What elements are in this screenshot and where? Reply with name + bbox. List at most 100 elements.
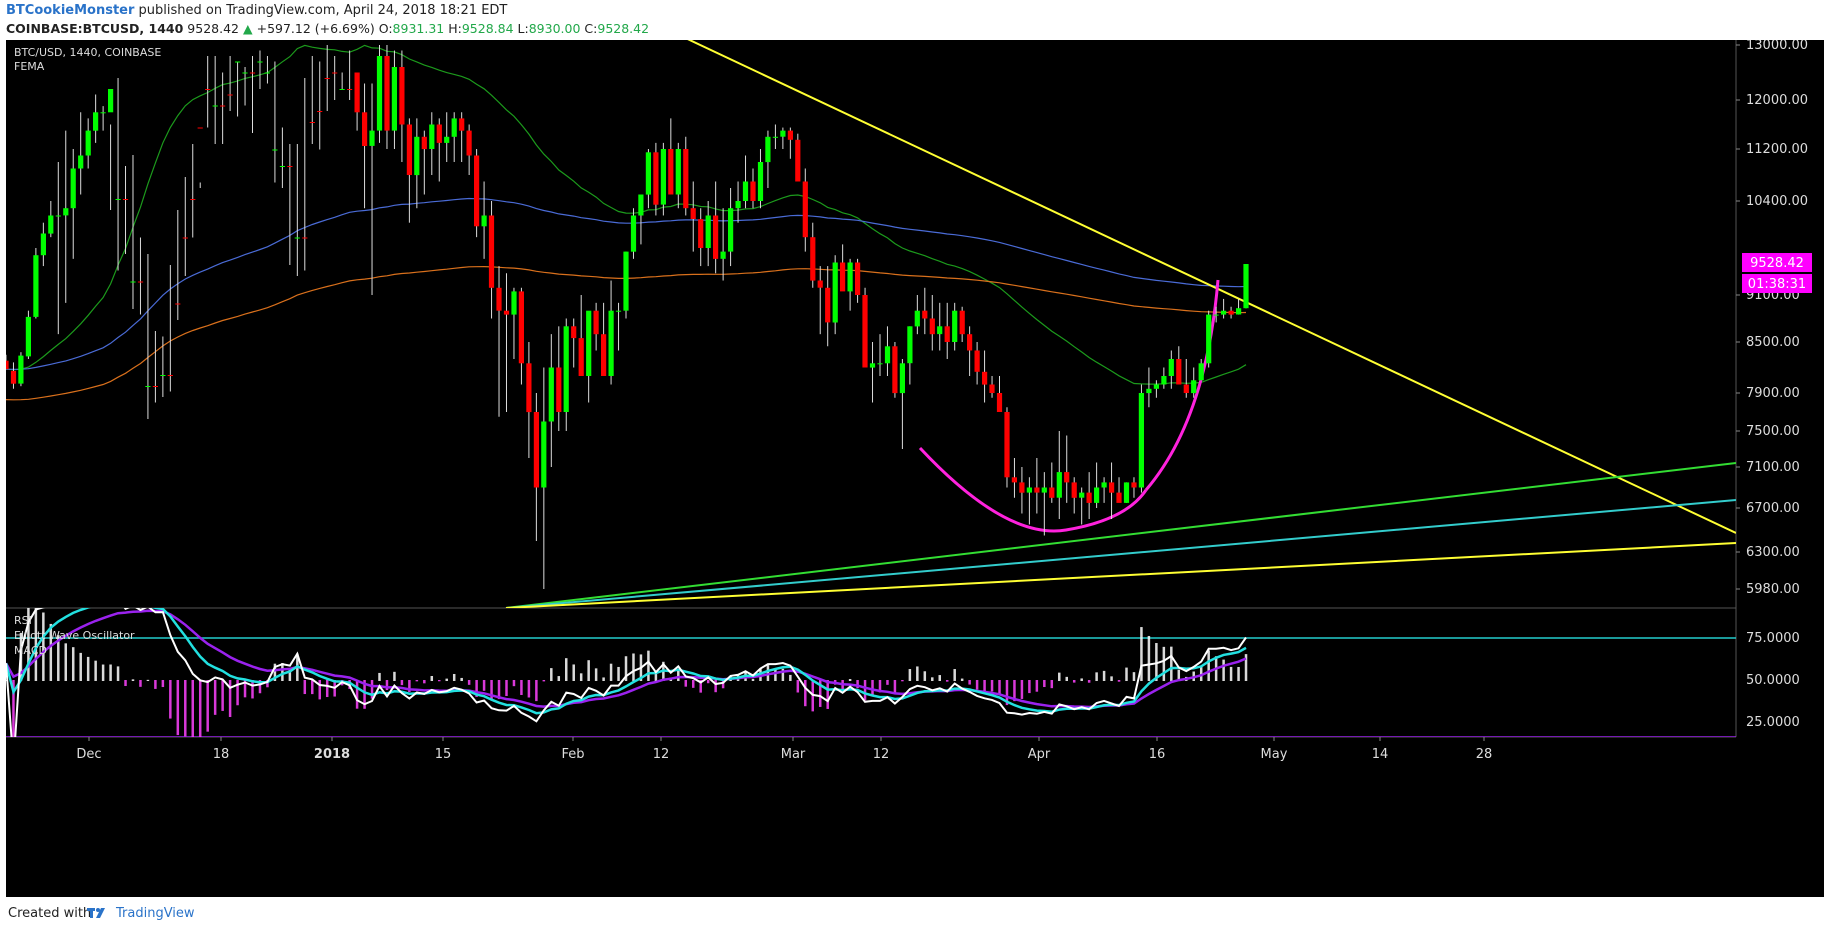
candle-body — [660, 149, 666, 205]
candle-body — [1228, 310, 1234, 315]
candle-body — [556, 367, 562, 412]
price-tick-label: 7100.00 — [1746, 460, 1800, 475]
candle-body — [1161, 376, 1167, 385]
price-tick-label: 10400.00 — [1746, 194, 1808, 209]
candle-body — [302, 237, 308, 239]
macd-signal-line — [6, 609, 1247, 709]
candle-body — [1094, 487, 1100, 503]
candle-body — [847, 262, 853, 292]
candle-body — [795, 139, 801, 182]
candle-body — [593, 310, 599, 335]
candle-body — [623, 251, 629, 311]
ohlc-l-value: 8930.00 — [528, 21, 581, 36]
candle-body — [235, 61, 241, 63]
tradingview-logo-icon[interactable] — [86, 905, 108, 921]
candle-body — [862, 295, 868, 368]
candle-body — [220, 105, 226, 107]
candle-body — [937, 326, 943, 335]
candle-body — [1011, 477, 1017, 483]
candle-body — [541, 421, 547, 488]
candle-body — [339, 89, 345, 90]
candle-body — [907, 326, 913, 364]
chart-area[interactable]: 13000.00 12000.00 11200.00 10400.00 9100.00 8… — [6, 38, 1824, 897]
candle-body — [197, 127, 203, 129]
candle-body — [324, 78, 330, 79]
candle-body — [451, 118, 457, 137]
candle-body — [78, 155, 84, 169]
candle-body — [85, 130, 91, 156]
candle-body — [63, 208, 69, 216]
candle-body — [787, 130, 793, 140]
ohlc-o-label: O: — [378, 21, 393, 36]
legend-rsi: RSI — [14, 614, 32, 627]
candle-body — [1019, 482, 1025, 493]
legend-fema: FEMA — [14, 60, 45, 73]
candle-body — [175, 303, 181, 305]
candle-body — [802, 181, 808, 238]
candle-body — [1116, 492, 1122, 503]
candle-body — [735, 201, 741, 209]
candle-body — [638, 194, 644, 216]
candle-body — [145, 386, 151, 387]
candle-body — [167, 375, 173, 376]
candle-body — [6, 360, 9, 370]
candle-body — [1071, 482, 1077, 498]
candle-body — [720, 251, 726, 259]
price-tick-label: 6300.00 — [1746, 545, 1800, 560]
candle-body — [1198, 363, 1204, 381]
candle-body — [1146, 388, 1152, 394]
candle-body — [48, 215, 54, 234]
candle-body — [1243, 264, 1249, 309]
time-tick-label: 12 — [653, 747, 670, 762]
trend-lines[interactable] — [505, 40, 1736, 608]
candle-body — [205, 89, 211, 90]
chart-header: BTCookieMonster published on TradingView… — [0, 0, 1824, 40]
candle-body — [1191, 380, 1197, 394]
price-tick-label: 11200.00 — [1746, 142, 1808, 157]
price-tick-label: 12000.00 — [1746, 93, 1808, 108]
candle-body — [1041, 487, 1047, 493]
candle-body — [526, 363, 532, 413]
candle-body — [944, 326, 950, 342]
candle-body — [496, 287, 502, 311]
published-text: published on TradingView.com, April 24, … — [138, 3, 508, 18]
candle-body — [391, 67, 397, 131]
chart-svg[interactable]: 13000.0012000.0011200.0010400.009100.008… — [6, 38, 1824, 897]
support-line-yellow — [505, 542, 1736, 608]
price-tick-label: 13000.00 — [1746, 40, 1808, 53]
time-tick-label: 14 — [1372, 747, 1389, 762]
candle-body — [690, 208, 696, 219]
candle-body — [227, 94, 233, 96]
price-badge-text: 9528.42 — [1750, 256, 1804, 271]
candle-body — [93, 112, 99, 131]
time-tick-label: 12 — [873, 747, 890, 762]
legend-main: BTC/USD, 1440, COINBASE — [14, 46, 161, 59]
last-price: 9528.42 — [187, 21, 239, 36]
ohlc-h-value: 9528.84 — [461, 21, 514, 36]
candle-body — [855, 262, 861, 295]
candle-body — [1086, 492, 1092, 503]
candle-body — [840, 262, 846, 292]
ohlc-h-label: H: — [448, 21, 462, 36]
candle-body — [384, 56, 390, 131]
candle-body — [1221, 310, 1227, 315]
symbol-line: COINBASE:BTCUSD, 1440 9528.42 ▲ +597.12 … — [6, 21, 649, 36]
candle-body — [1213, 314, 1219, 316]
symbol-label: COINBASE:BTCUSD, 1440 — [6, 21, 184, 36]
candle-body — [728, 208, 734, 252]
candles-layer — [6, 45, 1249, 589]
price-tick-label: 7900.00 — [1746, 386, 1800, 401]
candle-body — [100, 112, 106, 114]
candle-body — [444, 136, 450, 143]
time-tick-label: Dec — [76, 747, 101, 762]
candle-body — [892, 346, 898, 394]
author-link[interactable]: BTCookieMonster — [6, 3, 135, 18]
candle-body — [742, 181, 749, 201]
time-tick-label: Mar — [781, 747, 806, 762]
candle-body — [645, 152, 651, 195]
candle-body — [974, 350, 980, 372]
candle-body — [869, 363, 876, 368]
candle-body — [668, 149, 674, 195]
tradingview-link[interactable]: TradingView — [116, 906, 195, 921]
candle-body — [190, 199, 196, 200]
